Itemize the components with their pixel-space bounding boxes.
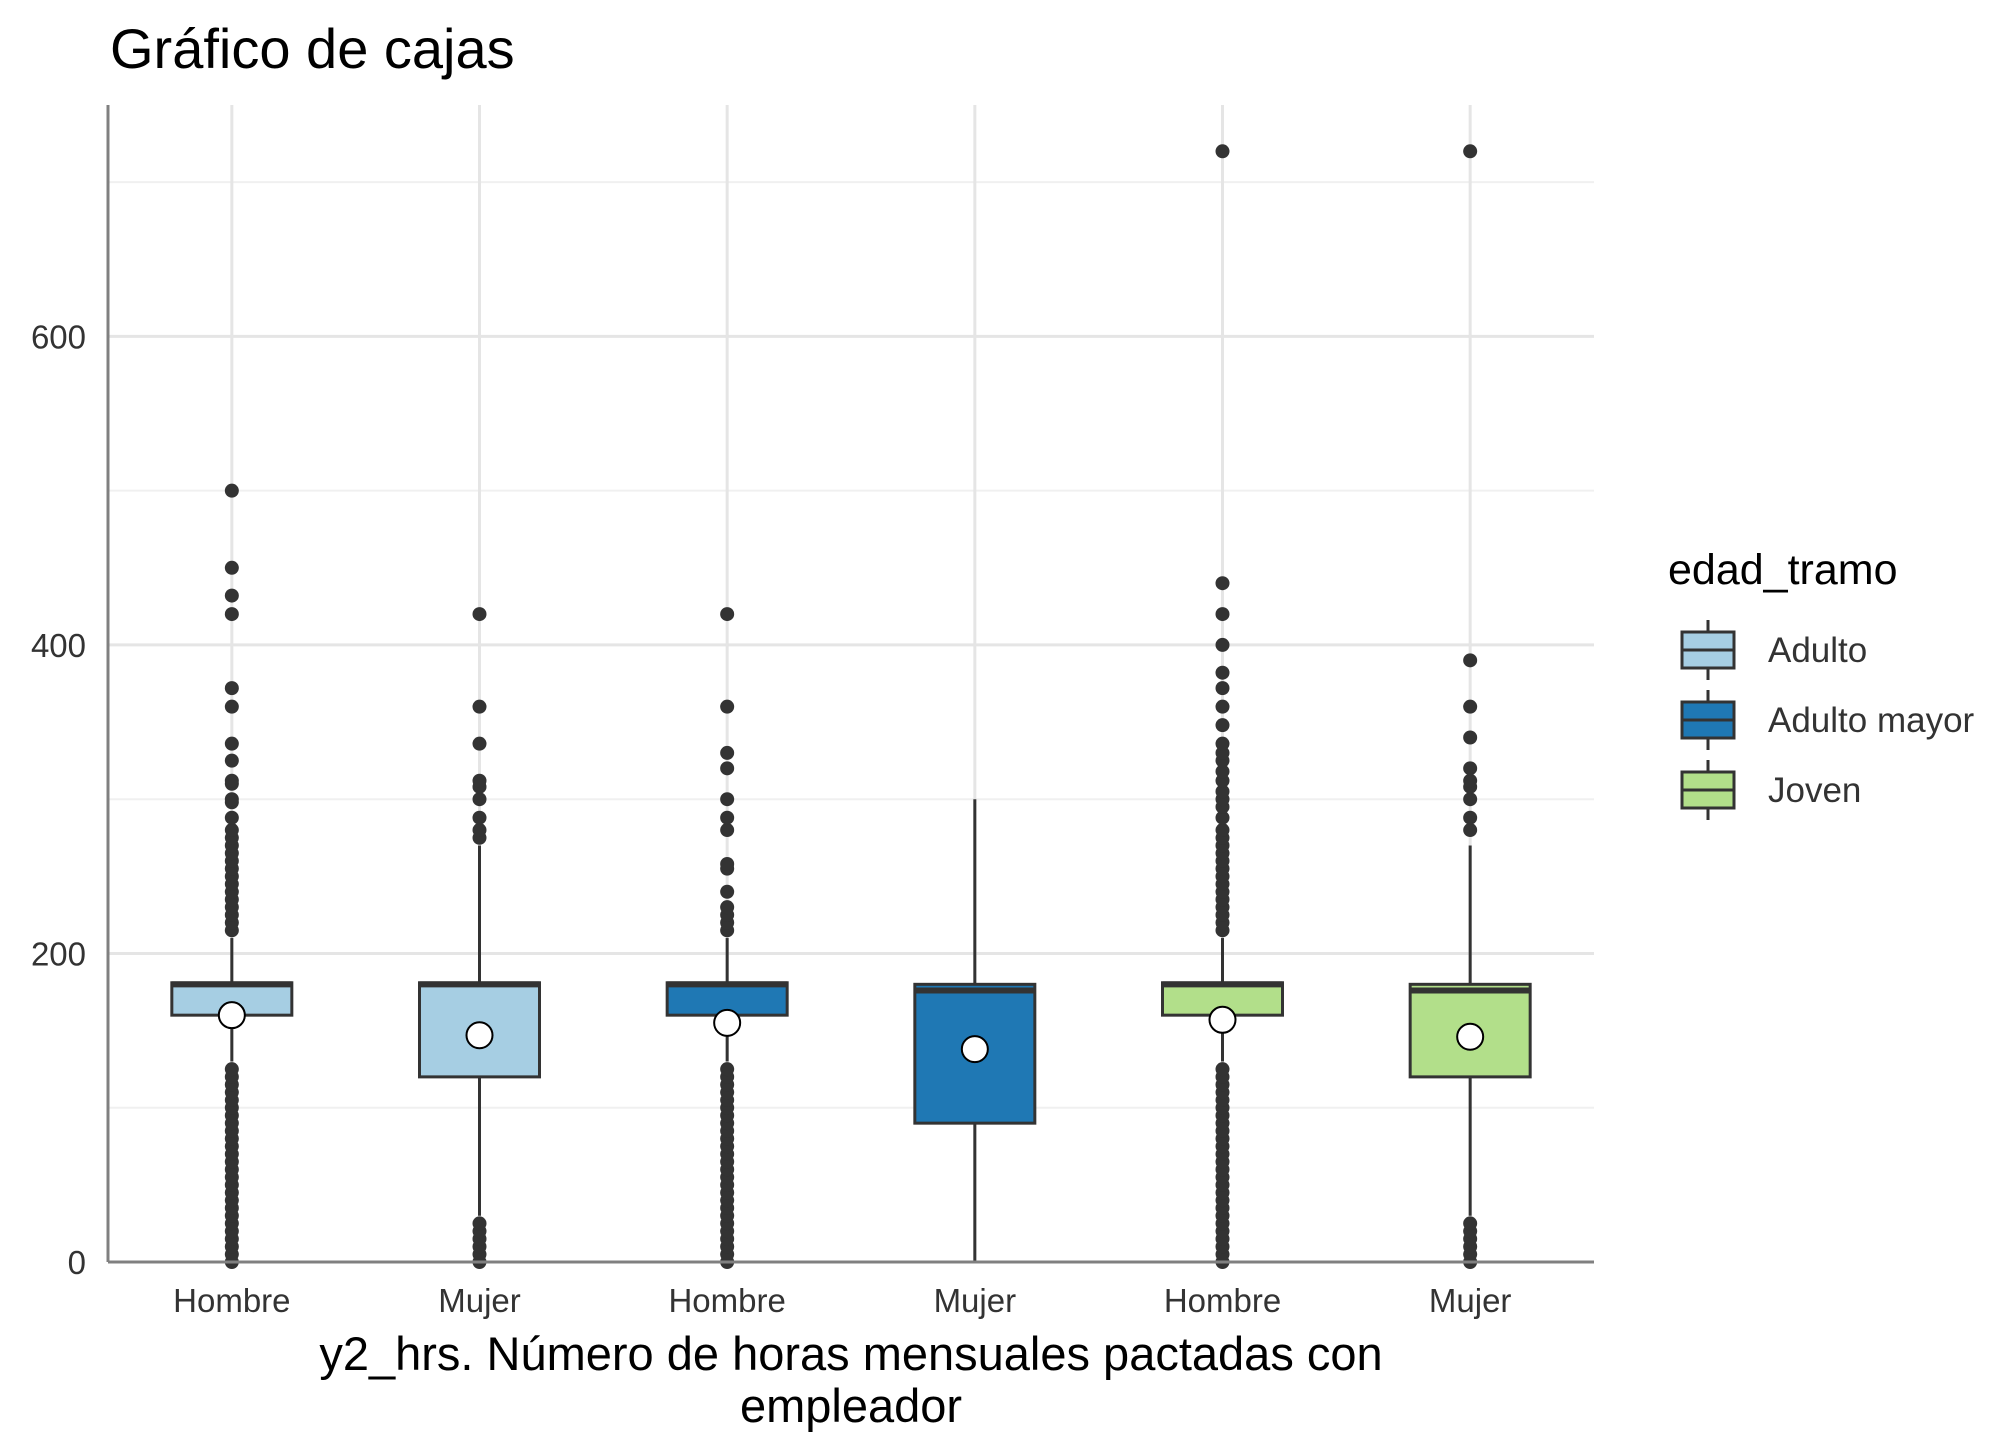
outlier-point (1215, 764, 1230, 779)
x-tick-label: Hombre (668, 1282, 785, 1319)
x-tick-label: Hombre (1164, 1282, 1281, 1319)
y-tick-labels: 0 200 400 600 (31, 318, 86, 1281)
outlier-point (472, 823, 487, 838)
x-tick-label: Hombre (173, 1282, 290, 1319)
outlier-point (472, 607, 487, 622)
outlier-point (720, 745, 735, 760)
outlier-point (1463, 792, 1478, 807)
outlier-point (1463, 761, 1478, 776)
outlier-point (720, 699, 735, 714)
legend-key-adulto-mayor: Adulto mayor (1680, 690, 1975, 750)
box-hombre-adulto-mayor (665, 607, 789, 1269)
outlier-point (224, 699, 239, 714)
legend-keys: Adulto Adulto mayor Joven (1680, 620, 1975, 820)
outlier-point (720, 884, 735, 899)
outlier-point (1215, 810, 1230, 825)
outlier-point (1215, 699, 1230, 714)
outlier-point (224, 736, 239, 751)
x-tick-label: Mujer (1429, 1282, 1512, 1319)
x-axis-title-line-2: empleador (740, 1379, 962, 1432)
box-iqr (1161, 981, 1284, 1017)
outlier-point (224, 792, 239, 807)
outlier-point (1215, 144, 1230, 159)
box-hombre-joven (1161, 144, 1284, 1269)
outlier-point (1215, 718, 1230, 733)
outlier-point (1463, 823, 1478, 838)
legend-key-joven: Joven (1680, 760, 1861, 820)
legend-label: Adulto (1768, 631, 1867, 670)
outlier-point (472, 773, 487, 788)
outlier-point (1215, 637, 1230, 652)
legend-label: Joven (1768, 771, 1861, 810)
outlier-point (1215, 736, 1230, 751)
outlier-point (1215, 576, 1230, 591)
x-axis-title-line-1: y2_hrs. Número de horas mensuales pactad… (319, 1327, 1382, 1380)
outlier-point (1215, 665, 1230, 680)
y-tick-label: 400 (31, 627, 86, 664)
mean-point (960, 1035, 989, 1064)
outlier-point (1463, 810, 1478, 825)
x-tick-label: Mujer (934, 1282, 1017, 1319)
legend-key-adulto: Adulto (1680, 620, 1867, 680)
boxes-layer (170, 144, 1532, 1269)
outlier-point (224, 560, 239, 575)
box-mujer-joven (1408, 144, 1532, 1269)
outlier-point (720, 823, 735, 838)
mean-point (465, 1021, 494, 1050)
outlier-point (224, 681, 239, 696)
outlier-point (472, 792, 487, 807)
chart-title: Gráfico de cajas (110, 17, 515, 80)
outlier-point (224, 588, 239, 603)
outlier-point (472, 1216, 487, 1231)
outlier-point (720, 792, 735, 807)
box-iqr (913, 982, 1037, 1125)
outlier-point (1463, 144, 1478, 159)
outlier-point (1463, 653, 1478, 668)
mean-point (713, 1008, 742, 1037)
outlier-point (1215, 1062, 1230, 1077)
legend-label: Adulto mayor (1768, 701, 1975, 740)
gridlines (108, 105, 1594, 1264)
outlier-point (720, 607, 735, 622)
outlier-point (224, 823, 239, 838)
outlier-point (224, 753, 239, 768)
legend: edad_tramo Adulto Adulto mayor Joven (1668, 546, 1975, 820)
outlier-point (472, 810, 487, 825)
outlier-point (1215, 607, 1230, 622)
box-mujer-adulto-mayor (913, 799, 1037, 1262)
outlier-point (224, 810, 239, 825)
x-tick-labels: Hombre Mujer Hombre Mujer Hombre Mujer (173, 1282, 1511, 1319)
mean-point (1208, 1005, 1237, 1034)
outlier-point (720, 761, 735, 776)
outlier-point (1463, 730, 1478, 745)
plot-panel: 0 200 400 600 Hombre Mujer Hombre Mujer Hombre M… (31, 105, 1594, 1319)
outlier-point (224, 1062, 239, 1077)
y-tick-label: 600 (31, 318, 86, 355)
outlier-point (224, 773, 239, 788)
mean-point (217, 1001, 246, 1030)
outlier-point (472, 699, 487, 714)
outlier-point (1215, 784, 1230, 799)
outlier-point (472, 736, 487, 751)
outlier-point (720, 810, 735, 825)
box-mujer-adulto (418, 607, 541, 1269)
outlier-point (720, 900, 735, 915)
outlier-point (1215, 681, 1230, 696)
outlier-point (1463, 699, 1478, 714)
legend-title: edad_tramo (1668, 546, 1898, 594)
outlier-point (224, 483, 239, 498)
y-tick-label: 200 (31, 935, 86, 972)
outlier-point (224, 607, 239, 622)
y-tick-label: 0 (68, 1244, 86, 1281)
outlier-point (720, 1062, 735, 1077)
x-tick-label: Mujer (438, 1282, 521, 1319)
box-hombre-adulto (170, 483, 294, 1269)
mean-point (1456, 1022, 1485, 1051)
outlier-point (1463, 773, 1478, 788)
outlier-point (1215, 823, 1230, 838)
outlier-point (1463, 1216, 1478, 1231)
outlier-point (720, 856, 735, 871)
